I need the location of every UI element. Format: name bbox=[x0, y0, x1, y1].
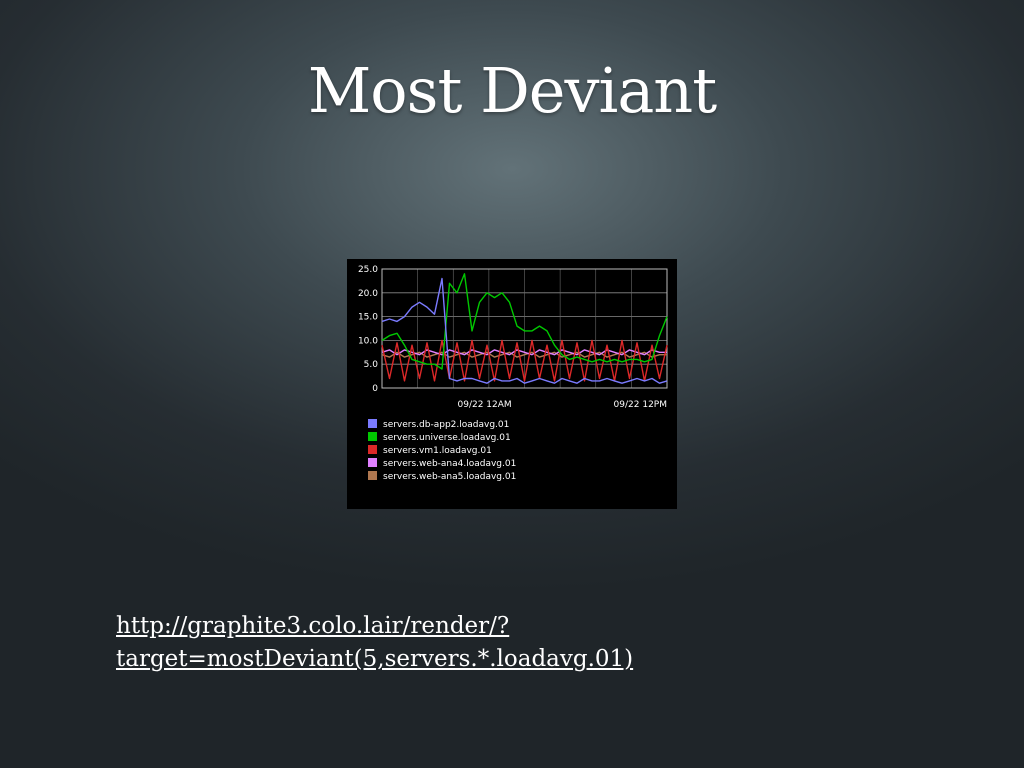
series-line bbox=[381, 277, 668, 384]
legend-swatch bbox=[368, 458, 377, 467]
x-tick-label: 09/22 12PM bbox=[614, 400, 667, 410]
slide-title: Most Deviant bbox=[307, 54, 717, 127]
series-line bbox=[381, 339, 668, 382]
legend-swatch bbox=[368, 471, 377, 480]
legend-label: servers.universe.loadavg.01 bbox=[383, 433, 511, 443]
render-url-line2: target=mostDeviant(5,servers.*.loadavg.0… bbox=[116, 646, 634, 672]
x-tick-label: 09/22 12AM bbox=[458, 400, 512, 410]
series-line bbox=[381, 273, 668, 370]
legend-label: servers.db-app2.loadavg.01 bbox=[383, 420, 509, 430]
legend-swatch bbox=[368, 445, 377, 454]
legend-swatch bbox=[368, 419, 377, 428]
y-tick-label: 5.0 bbox=[364, 360, 379, 370]
legend-label: servers.web-ana5.loadavg.01 bbox=[383, 472, 516, 482]
y-tick-label: 0 bbox=[372, 384, 378, 394]
legend-label: servers.vm1.loadavg.01 bbox=[383, 446, 492, 456]
chart-canvas: 25.0 20.0 15.0 10.0 5.0 0 09/22 12AM 09/22 12PM… bbox=[358, 265, 668, 482]
y-tick-label: 20.0 bbox=[358, 289, 378, 299]
legend-label: servers.web-ana4.loadavg.01 bbox=[383, 459, 516, 469]
y-tick-label: 15.0 bbox=[358, 313, 378, 323]
y-tick-label: 10.0 bbox=[358, 336, 378, 346]
y-tick-label: 25.0 bbox=[358, 265, 378, 275]
render-url-link[interactable]: http://graphite3.colo.lair/render/? targ… bbox=[116, 610, 916, 676]
legend-swatch bbox=[368, 432, 377, 441]
graphite-graph: 25.0 20.0 15.0 10.0 5.0 0 09/22 12AM 09/22 12PM… bbox=[347, 259, 677, 509]
render-url-line1: http://graphite3.colo.lair/render/? bbox=[116, 613, 510, 639]
plot-frame bbox=[381, 268, 668, 389]
